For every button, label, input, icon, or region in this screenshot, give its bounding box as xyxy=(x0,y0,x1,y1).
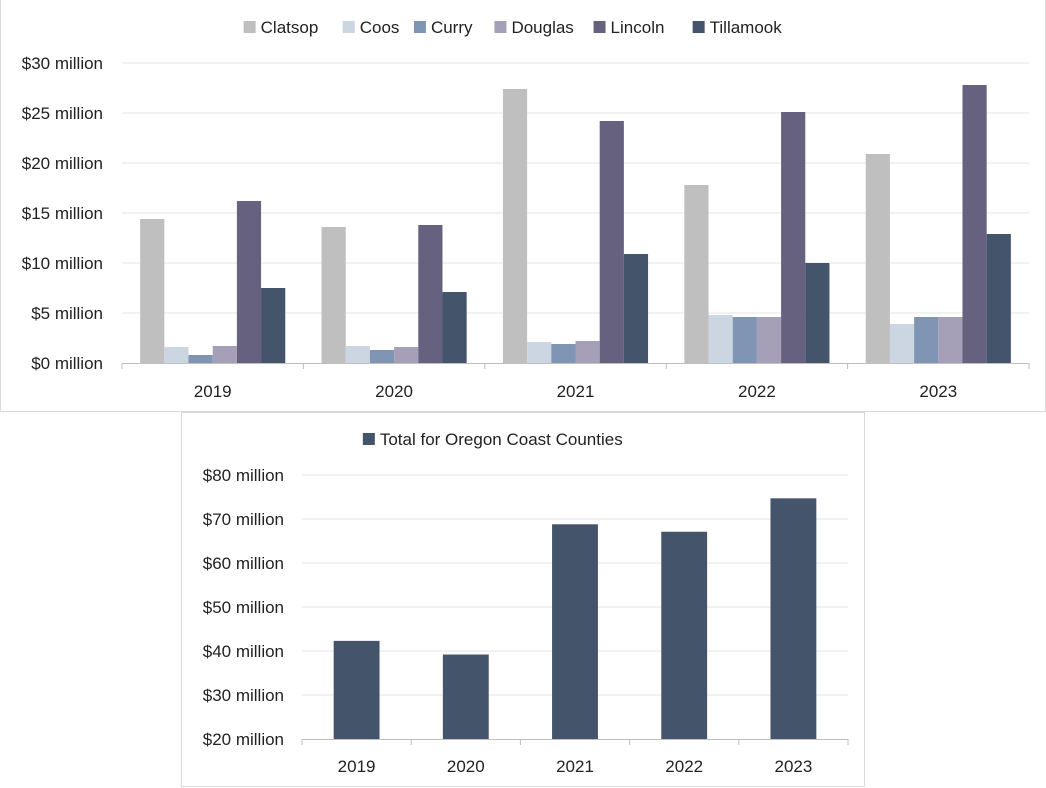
y-tick-label: $40 million xyxy=(203,642,284,661)
x-tick-label: 2021 xyxy=(556,757,594,776)
bar xyxy=(442,292,467,363)
y-tick-label: $10 million xyxy=(22,254,103,273)
bar xyxy=(140,219,165,363)
legend-label: Coos xyxy=(360,18,400,37)
total-bar-chart: $20 million $30 million $40 million $50 mil… xyxy=(203,430,849,776)
y-tick-label: $30 million xyxy=(203,686,284,705)
bar xyxy=(756,317,782,363)
bar xyxy=(599,121,624,363)
x-tick-label: 2020 xyxy=(447,757,485,776)
county-bar-chart: $0 million $5 million $10 million $15 milli… xyxy=(22,18,1030,401)
bar xyxy=(805,263,830,363)
y-tick-label: $20 million xyxy=(203,730,284,749)
x-tick-label: 2019 xyxy=(338,757,376,776)
x-tick-label: 2022 xyxy=(738,382,776,401)
legend-swatch xyxy=(692,21,705,33)
legend-swatch xyxy=(342,21,355,33)
bar xyxy=(623,254,649,363)
bar xyxy=(369,350,395,363)
legend-label: Douglas xyxy=(511,18,573,37)
bar xyxy=(236,201,262,363)
bar xyxy=(661,531,708,739)
bar xyxy=(502,89,528,363)
bar xyxy=(781,112,806,363)
bar xyxy=(394,347,419,363)
y-tick-label: $0 million xyxy=(31,354,103,373)
bar xyxy=(865,154,890,363)
legend-label: Lincoln xyxy=(611,18,665,37)
x-tick-label: 2023 xyxy=(774,757,812,776)
legend-label: Curry xyxy=(431,18,473,37)
y-tick-label: $70 million xyxy=(203,510,284,529)
legend-swatch xyxy=(593,21,606,33)
legend-label: Tillamook xyxy=(710,18,783,37)
bar xyxy=(418,225,443,363)
y-tick-label: $25 million xyxy=(22,104,103,123)
bar xyxy=(770,498,817,739)
y-tick-label: $15 million xyxy=(22,204,103,223)
bar xyxy=(938,317,963,363)
x-tick-label: 2019 xyxy=(194,382,232,401)
legend-label: Clatsop xyxy=(261,18,319,37)
y-tick-label: $60 million xyxy=(203,554,284,573)
bar xyxy=(575,341,600,363)
bar xyxy=(986,234,1011,363)
y-tick-label: $5 million xyxy=(31,304,103,323)
bar xyxy=(551,344,576,363)
bar xyxy=(527,342,552,363)
bar xyxy=(708,315,733,363)
bar xyxy=(261,288,286,363)
bar xyxy=(962,85,987,363)
y-tick-label: $50 million xyxy=(203,598,284,617)
bar xyxy=(333,640,380,739)
legend-label: Total for Oregon Coast Counties xyxy=(380,430,623,449)
y-tick-label: $20 million xyxy=(22,154,103,173)
bar xyxy=(552,524,598,739)
bar xyxy=(732,317,757,363)
legend-swatch xyxy=(413,21,426,33)
legend-swatch xyxy=(362,433,375,445)
x-tick-label: 2022 xyxy=(665,757,703,776)
y-tick-label: $30 million xyxy=(22,54,103,73)
x-tick-label: 2021 xyxy=(557,382,595,401)
bar xyxy=(442,654,489,739)
bar xyxy=(321,227,346,363)
county-chart-panel: $0 million $5 million $10 million $15 milli… xyxy=(0,0,1046,412)
bar xyxy=(164,347,189,363)
legend-swatch xyxy=(494,21,507,33)
x-tick-label: 2020 xyxy=(375,382,413,401)
bar xyxy=(212,346,237,363)
y-tick-label: $80 million xyxy=(203,466,284,485)
bar xyxy=(914,317,939,363)
bar xyxy=(188,355,213,363)
bar xyxy=(684,185,709,363)
legend-swatch xyxy=(243,21,256,33)
x-tick-label: 2023 xyxy=(919,382,957,401)
bar xyxy=(889,324,915,363)
bar xyxy=(345,346,370,363)
total-chart-panel: $20 million $30 million $40 million $50 mil… xyxy=(181,412,865,787)
